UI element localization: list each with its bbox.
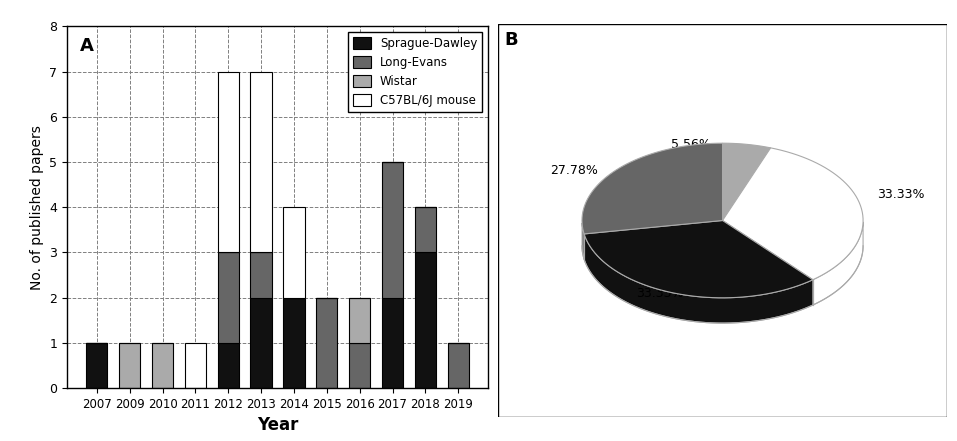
Bar <box>283 207 304 298</box>
Bar <box>185 343 206 388</box>
X-axis label: Year: Year <box>256 416 299 434</box>
Bar <box>119 343 141 388</box>
Bar <box>349 298 370 343</box>
Y-axis label: No. of published papers: No. of published papers <box>30 125 44 290</box>
Polygon shape <box>584 220 812 298</box>
Polygon shape <box>584 234 812 323</box>
Bar <box>349 343 370 388</box>
Bar <box>414 207 436 252</box>
Polygon shape <box>582 223 584 259</box>
Bar <box>498 24 947 417</box>
Text: 5.56%: 5.56% <box>671 138 711 151</box>
Bar <box>217 71 239 252</box>
Bar <box>382 162 403 298</box>
Bar <box>414 252 436 388</box>
Polygon shape <box>812 222 863 305</box>
Bar <box>217 252 239 343</box>
Bar <box>316 298 338 388</box>
Text: B: B <box>504 31 519 49</box>
Polygon shape <box>582 143 723 234</box>
Text: 27.78%: 27.78% <box>550 164 598 177</box>
Bar <box>86 343 107 388</box>
Text: A: A <box>79 37 94 55</box>
Bar <box>251 298 272 388</box>
Text: 33.33%: 33.33% <box>878 187 924 201</box>
Bar <box>152 343 173 388</box>
Text: 33.33%: 33.33% <box>636 287 684 299</box>
Polygon shape <box>723 148 863 280</box>
Bar <box>283 298 304 388</box>
Bar <box>448 343 469 388</box>
Bar <box>251 252 272 298</box>
Bar <box>251 71 272 252</box>
Polygon shape <box>723 143 770 220</box>
Legend: Sprague-Dawley, Long-Evans, Wistar, C57BL/6J mouse: Sprague-Dawley, Long-Evans, Wistar, C57B… <box>348 32 482 112</box>
Bar <box>217 343 239 388</box>
Bar <box>382 298 403 388</box>
